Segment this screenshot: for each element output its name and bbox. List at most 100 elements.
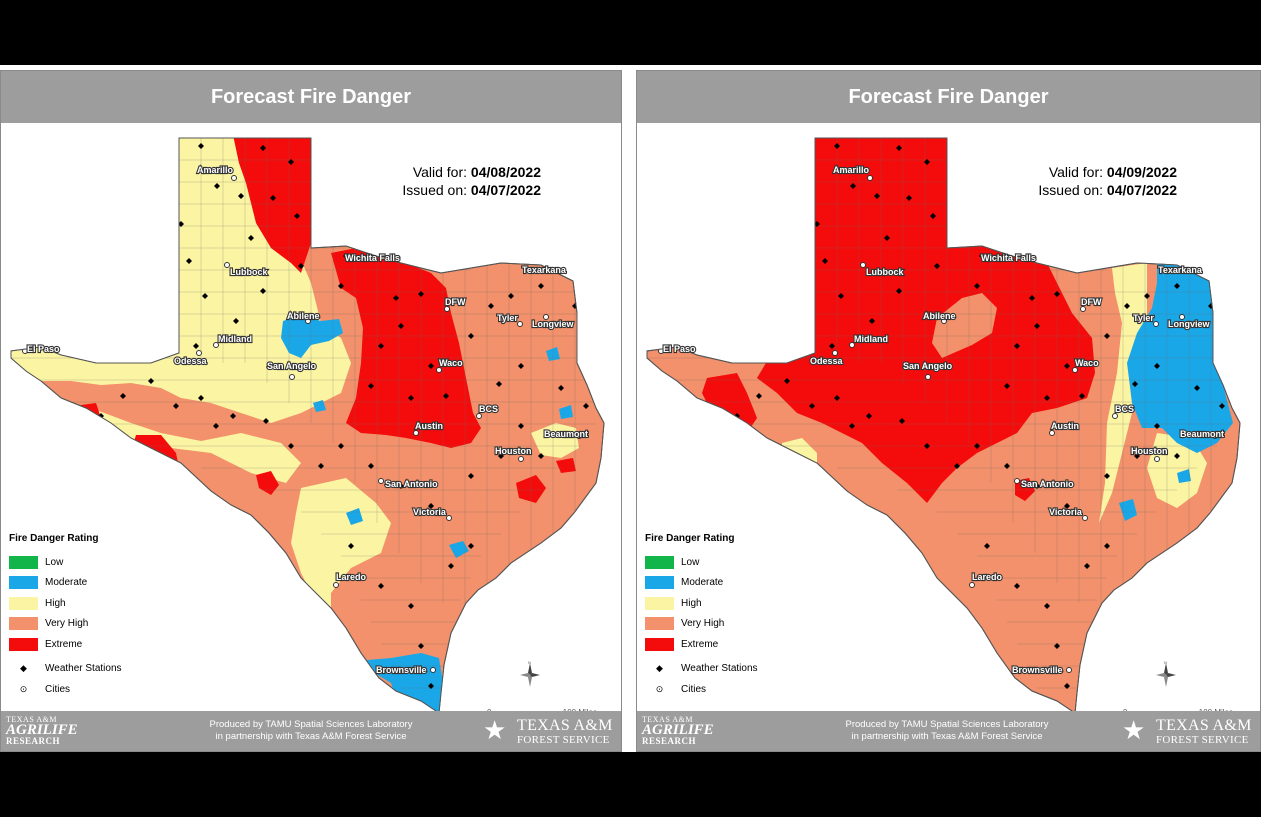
legend-item-moderate: Moderate — [645, 573, 805, 594]
issued-date: 04/07/2022 — [470, 182, 541, 198]
city-label-austin: Austin — [1051, 421, 1079, 431]
bottom-letterbox — [0, 752, 1261, 817]
legend: Fire Danger Rating Low Moderate High Ver… — [645, 533, 805, 700]
city-label-midland: Midland — [218, 334, 252, 344]
map-panel-left: Forecast Fire Danger — [0, 70, 622, 752]
validity-info: Valid for: 04/08/2022 Issued on: 04/07/2… — [311, 163, 541, 199]
extreme-region-central — [331, 248, 481, 448]
city-label-lubbock: Lubbock — [230, 267, 268, 277]
moderate-region-coast — [449, 541, 469, 558]
city-label-san-angelo: San Angelo — [267, 361, 317, 371]
moderate-region-houston-west — [1119, 499, 1137, 521]
city-label-el-paso: El Paso — [27, 344, 60, 354]
legend-item-moderate: Moderate — [9, 573, 169, 594]
svg-text:N: N — [1164, 661, 1167, 665]
city-label-laredo: Laredo — [336, 572, 367, 582]
city-label-longview: Longview — [532, 319, 575, 329]
extreme-region-san-antonio — [1015, 478, 1035, 501]
valid-date: 04/08/2022 — [470, 164, 541, 180]
issued-label: Issued on: — [402, 182, 468, 198]
validity-info: Valid for: 04/09/2022 Issued on: 04/07/2… — [947, 163, 1177, 199]
issued-date: 04/07/2022 — [1106, 182, 1177, 198]
high-region-southeast — [1147, 433, 1207, 508]
very-high-region-abilene — [932, 293, 997, 358]
city-label-lubbock: Lubbock — [866, 267, 904, 277]
star-icon: ★ — [483, 716, 507, 745]
legend-cities: ⊙ Cities — [645, 679, 805, 700]
legend-cities: ⊙ Cities — [9, 679, 169, 700]
top-letterbox — [0, 0, 1261, 65]
city-label-odessa: Odessa — [174, 356, 208, 366]
legend-weather-stations: ◆ Weather Stations — [9, 659, 169, 680]
valid-label: Valid for: — [412, 164, 468, 180]
county-grid — [11, 138, 604, 689]
map-title: Forecast Fire Danger — [1, 71, 621, 123]
agrilife-logo: TEXAS A&M AGRILIFE RESEARCH — [6, 715, 78, 746]
city-label-el-paso: El Paso — [663, 344, 696, 354]
city-label-houston: Houston — [1131, 446, 1168, 456]
moderate-region-abilene — [281, 315, 343, 358]
city-label-tyler: Tyler — [497, 313, 518, 323]
city-label-waco: Waco — [439, 358, 463, 368]
city-label-san-antonio: San Antonio — [1021, 479, 1074, 489]
city-markers — [22, 175, 582, 673]
city-label-dfw: DFW — [445, 297, 466, 307]
city-label-victoria: Victoria — [1049, 507, 1083, 517]
diamond-icon: ◆ — [656, 663, 663, 674]
city-label-austin: Austin — [415, 421, 443, 431]
moderate-region-spot2 — [313, 400, 326, 412]
city-label-abilene: Abilene — [923, 311, 956, 321]
extreme-region-del-rio — [256, 471, 279, 495]
extreme-region-beaumont — [556, 458, 576, 473]
forest-service-logo: ★ TEXAS A&M FOREST SERVICE — [483, 716, 613, 746]
footer-credit: Produced by TAMU Spatial Sciences Labora… — [845, 719, 1049, 742]
issued-label: Issued on: — [1038, 182, 1104, 198]
city-label-brownsville: Brownsville — [1012, 665, 1063, 675]
star-icon: ★ — [1122, 716, 1146, 745]
valid-label: Valid for: — [1048, 164, 1104, 180]
texas-map: Amarillo Lubbock Wichita Falls Texarkana… — [646, 137, 1241, 713]
texas-map: Amarillo Lubbock Wichita Falls Texarkana… — [10, 137, 605, 713]
county-grid — [647, 138, 1240, 689]
legend-item-low: Low — [645, 552, 805, 573]
legend-weather-stations: ◆ Weather Stations — [645, 659, 805, 680]
city-label-bcs: BCS — [479, 404, 498, 414]
extreme-region-north-central — [757, 138, 1095, 503]
footer: TEXAS A&M AGRILIFE RESEARCH Produced by … — [1, 711, 621, 751]
legend-item-very-high: Very High — [645, 614, 805, 635]
legend-title: Fire Danger Rating — [645, 533, 735, 544]
moderate-region-spot1 — [346, 508, 363, 525]
high-region-east — [531, 423, 579, 458]
city-label-abilene: Abilene — [287, 311, 320, 321]
agrilife-logo: TEXAS A&M AGRILIFE RESEARCH — [642, 715, 714, 746]
footer: TEXAS A&M AGRILIFE RESEARCH Produced by … — [637, 711, 1260, 751]
legend-item-low: Low — [9, 552, 169, 573]
city-label-odessa: Odessa — [810, 356, 844, 366]
city-label-beaumont: Beaumont — [1180, 429, 1224, 439]
city-labels: Amarillo Lubbock Wichita Falls Texarkana… — [26, 164, 589, 676]
map-panel-right: Forecast Fire Danger — [636, 70, 1261, 752]
circled-dot-icon: ⊙ — [19, 683, 28, 694]
moderate-region-spot4 — [559, 405, 573, 419]
city-label-longview: Longview — [1168, 319, 1211, 329]
legend-item-high: High — [9, 593, 169, 614]
legend: Fire Danger Rating Low Moderate High Ver… — [9, 533, 169, 700]
city-label-texarkana: Texarkana — [1158, 265, 1203, 275]
city-label-waco: Waco — [1075, 358, 1099, 368]
map-area: Amarillo Lubbock Wichita Falls Texarkana… — [637, 123, 1259, 725]
footer-credit: Produced by TAMU Spatial Sciences Labora… — [209, 719, 413, 742]
city-label-wichita-falls: Wichita Falls — [981, 253, 1036, 263]
city-labels: Amarillo Lubbock Wichita Falls Texarkana… — [662, 164, 1225, 676]
high-region-south — [291, 478, 391, 623]
city-label-wichita-falls: Wichita Falls — [345, 253, 400, 263]
legend-item-extreme: Extreme — [645, 634, 805, 655]
city-label-amarillo: Amarillo — [197, 165, 234, 175]
city-label-san-antonio: San Antonio — [385, 479, 438, 489]
forest-service-logo: ★ TEXAS A&M FOREST SERVICE — [1122, 716, 1252, 746]
city-label-tyler: Tyler — [1133, 313, 1154, 323]
valid-date: 04/09/2022 — [1106, 164, 1177, 180]
city-label-dfw: DFW — [1081, 297, 1102, 307]
svg-text:N: N — [528, 661, 531, 665]
legend-item-very-high: Very High — [9, 614, 169, 635]
legend-item-extreme: Extreme — [9, 634, 169, 655]
